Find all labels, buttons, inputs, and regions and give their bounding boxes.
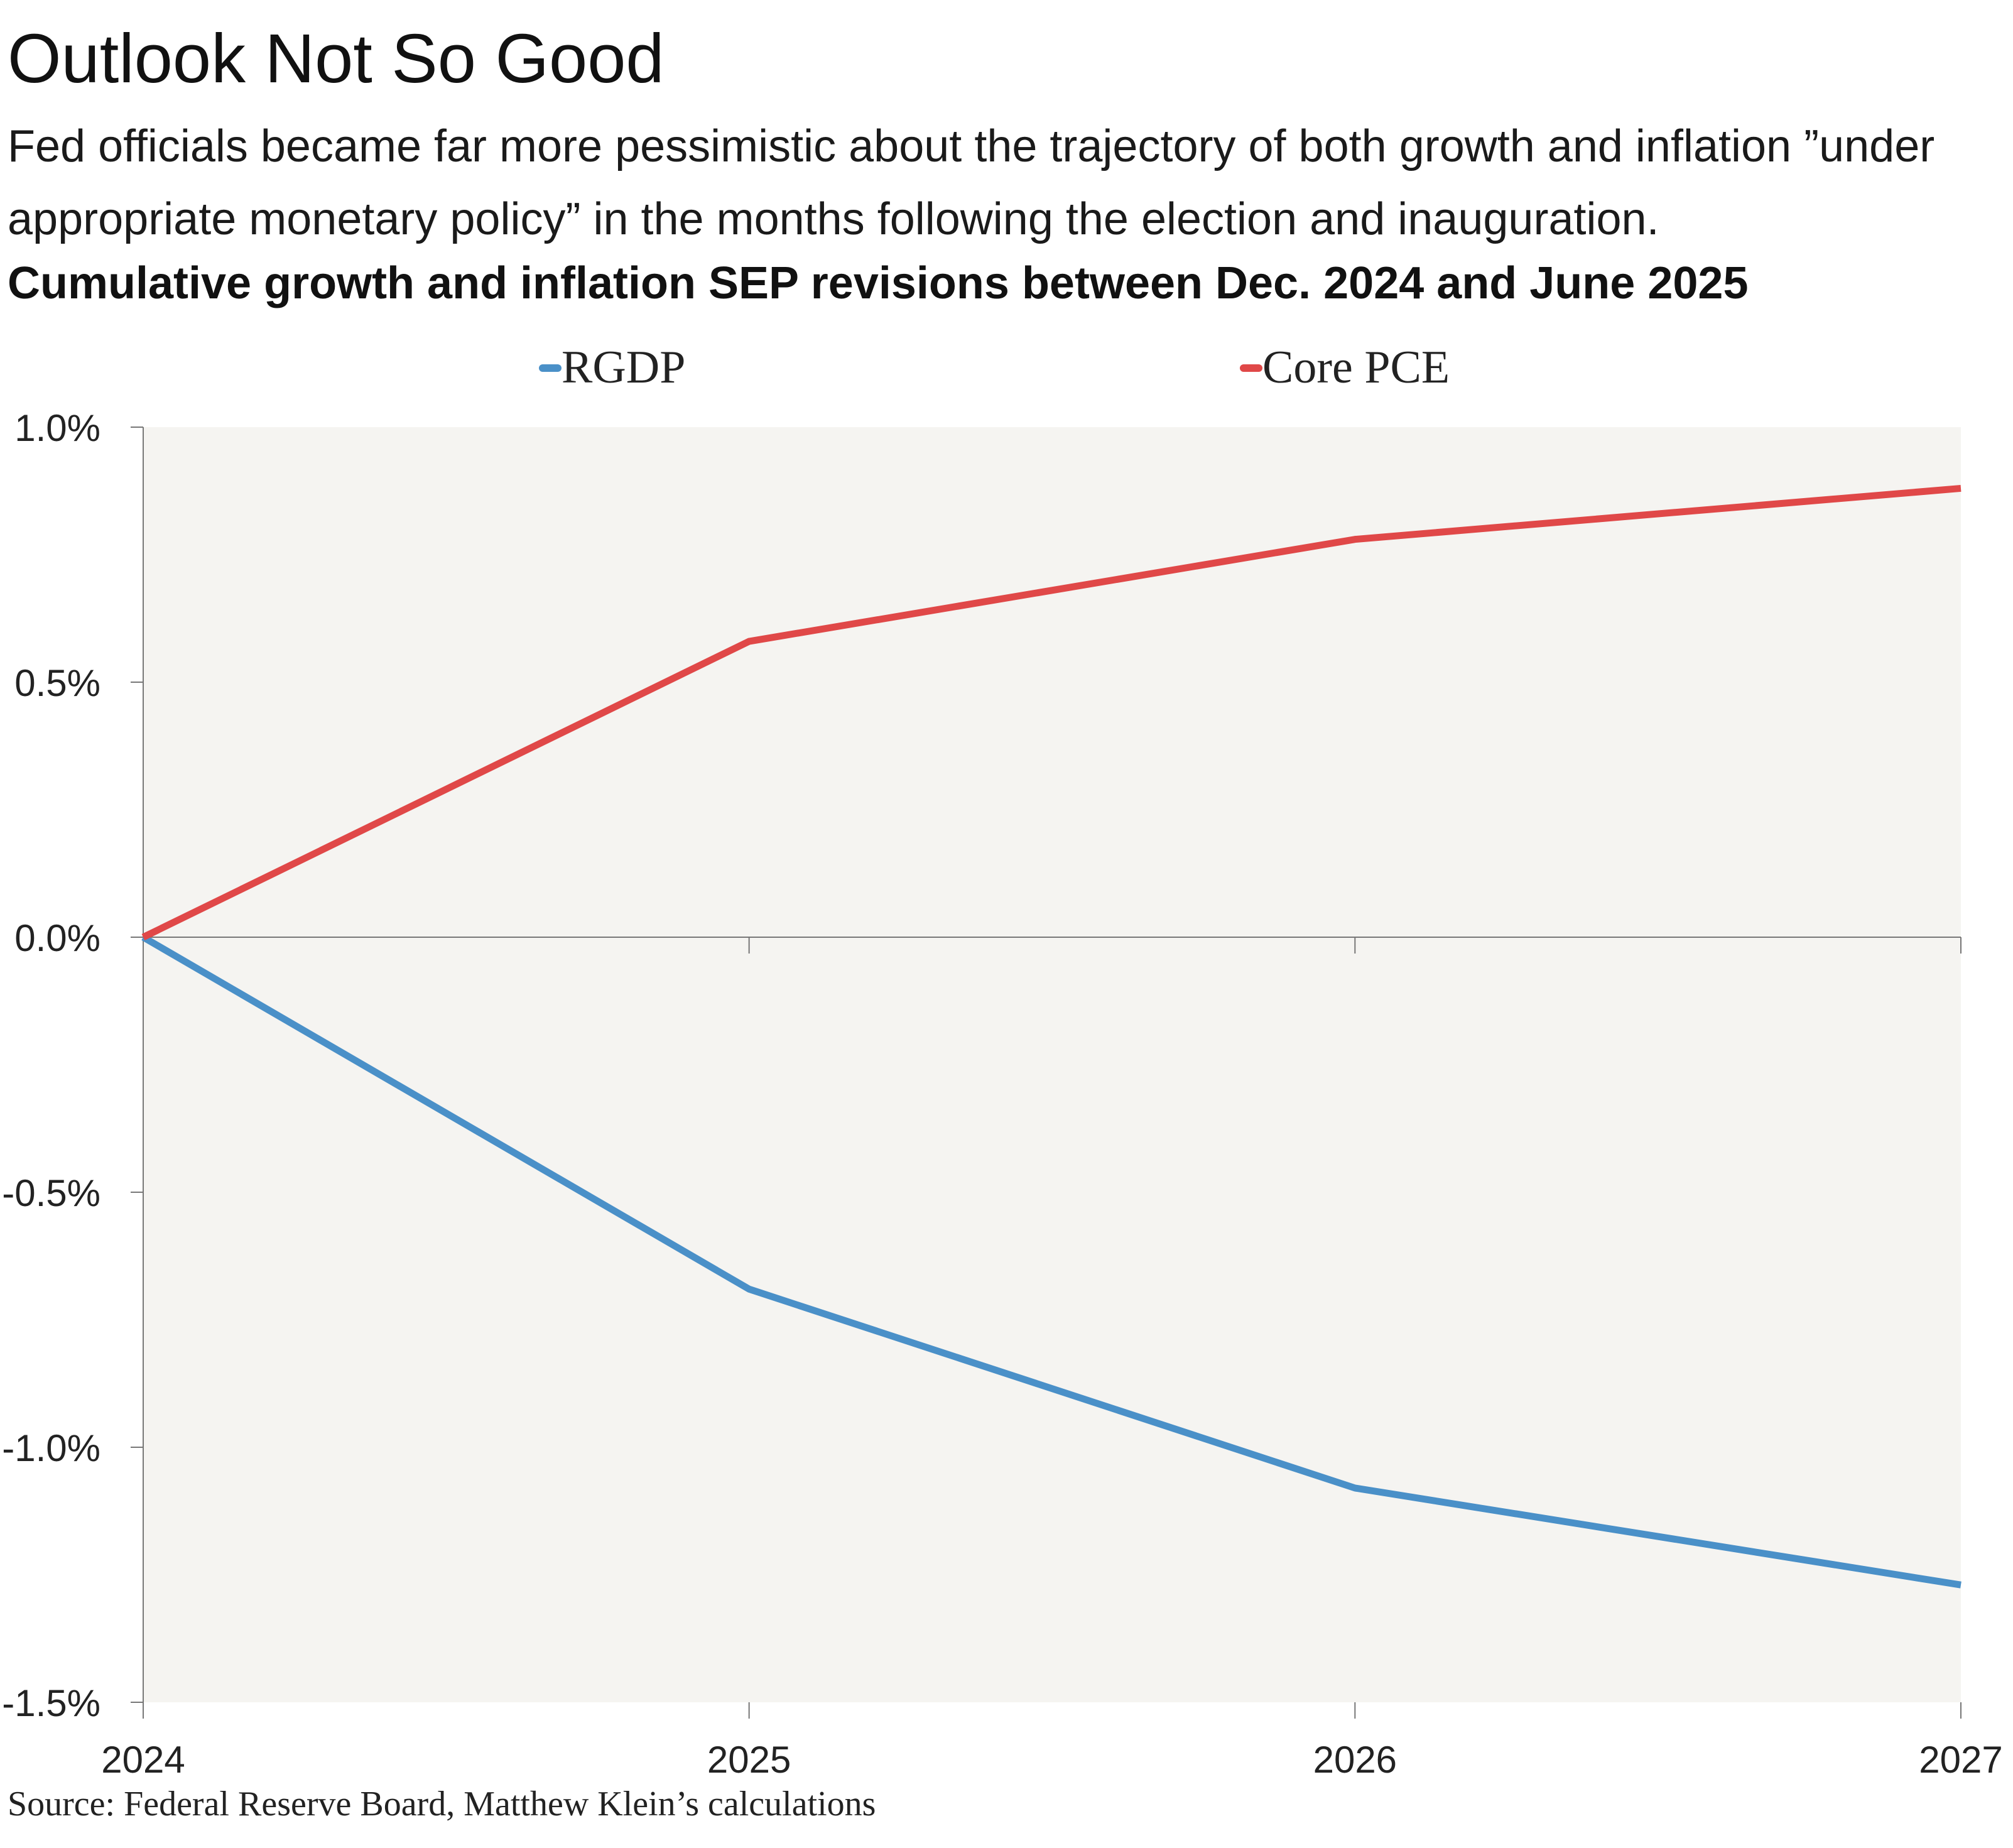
- series-line-rgdp: [141, 934, 1961, 1589]
- series-line-core-pce: [141, 484, 1961, 940]
- x-axis-ticks: 2024 2025 2026 2027: [101, 937, 2003, 1781]
- chart-title: Cumulative growth and inflation SEP revi…: [8, 258, 1749, 308]
- y-tick-label: -1.5%: [2, 1682, 100, 1724]
- page-subtitle: Fed officials became far more pessimisti…: [8, 121, 1935, 244]
- y-tick-label: 1.0%: [14, 407, 100, 449]
- y-tick-label: 0.5%: [14, 662, 100, 704]
- x-tick-label: 2024: [101, 1739, 185, 1781]
- x-tick-label: 2025: [707, 1739, 791, 1781]
- y-tick-label: -1.0%: [2, 1427, 100, 1469]
- legend-swatch-core-pce: [1240, 364, 1262, 372]
- page-title: Outlook Not So Good: [8, 20, 665, 97]
- legend-label-rgdp: RGDP: [562, 342, 686, 393]
- axes: [143, 427, 1961, 1702]
- y-axis-ticks: 1.0% 0.5% 0.0% -0.5% -1.0% -1.5%: [2, 407, 143, 1724]
- plot-area: [143, 427, 1961, 1702]
- series-lines: [141, 484, 1961, 1589]
- legend-swatch-rgdp: [539, 364, 562, 372]
- y-tick-label: -0.5%: [2, 1172, 100, 1214]
- legend-label-core-pce: Core PCE: [1262, 342, 1450, 393]
- x-tick-label: 2027: [1919, 1739, 2002, 1781]
- y-tick-label: 0.0%: [14, 917, 100, 959]
- source-note: Source: Federal Reserve Board, Matthew K…: [8, 1785, 876, 1824]
- x-tick-label: 2026: [1313, 1739, 1397, 1781]
